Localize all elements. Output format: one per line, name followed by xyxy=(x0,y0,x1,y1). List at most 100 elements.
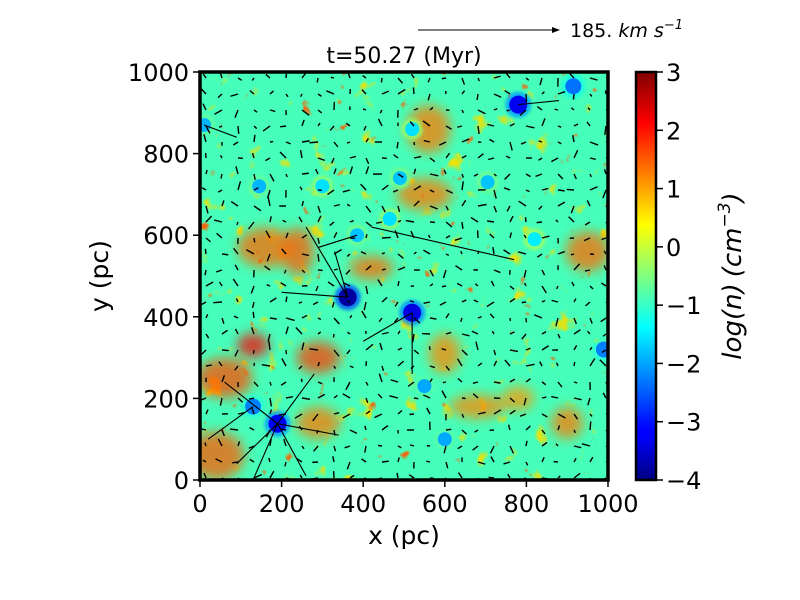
velocity-vector xyxy=(362,312,413,342)
velocity-vector xyxy=(235,298,239,303)
velocity-vector xyxy=(389,395,399,399)
velocity-vector xyxy=(477,125,480,135)
velocity-vector xyxy=(237,397,244,403)
velocity-vector xyxy=(215,458,223,463)
velocity-vector xyxy=(455,265,463,271)
velocity-vector xyxy=(279,151,287,159)
colorbar-tick-label: 1 xyxy=(666,176,681,204)
velocity-vector xyxy=(429,173,439,177)
velocity-vector xyxy=(201,187,207,191)
velocity-vector xyxy=(541,299,546,303)
velocity-vector xyxy=(445,205,449,211)
velocity-vector xyxy=(472,381,479,384)
velocity-vector xyxy=(249,90,255,95)
velocity-vector xyxy=(349,474,355,479)
low-density-bubble xyxy=(388,167,411,190)
velocity-vector xyxy=(284,461,287,467)
velocity-vector xyxy=(282,219,287,223)
velocity-vector xyxy=(298,301,303,304)
velocity-vector xyxy=(525,77,530,81)
velocity-vector xyxy=(317,381,323,385)
velocity-vector xyxy=(541,396,547,399)
x-tick-label: 400 xyxy=(340,490,386,518)
velocity-vector xyxy=(407,381,415,387)
velocity-vector xyxy=(493,173,497,177)
velocity-vector xyxy=(503,249,511,255)
velocity-vector xyxy=(250,285,255,294)
velocity-vector xyxy=(460,317,463,323)
velocity-vector xyxy=(285,317,295,322)
velocity-vector xyxy=(334,251,349,298)
velocity-vector xyxy=(521,301,527,304)
velocity-vector xyxy=(586,200,591,207)
velocity-vector xyxy=(461,138,470,143)
velocity-vector xyxy=(301,72,307,79)
velocity-vector xyxy=(233,315,239,319)
velocity-vector xyxy=(346,349,351,355)
velocity-vector xyxy=(249,427,255,431)
velocity-vector xyxy=(349,166,354,175)
x-axis-label: x (pc) xyxy=(368,521,440,550)
velocity-vector xyxy=(429,157,436,163)
y-tick-label: 600 xyxy=(143,222,189,250)
velocity-vector xyxy=(381,205,386,213)
velocity-vector xyxy=(409,121,415,127)
velocity-vector xyxy=(470,216,479,223)
dense-filament-texture xyxy=(200,72,608,480)
velocity-vector xyxy=(504,89,511,95)
velocity-vector xyxy=(427,77,431,83)
velocity-vector xyxy=(601,282,607,287)
velocity-vector xyxy=(488,476,495,479)
velocity-vector xyxy=(253,173,256,180)
velocity-vector xyxy=(344,445,351,449)
velocity-vector xyxy=(413,168,417,175)
velocity-vector xyxy=(509,409,516,415)
velocity-vector xyxy=(493,360,498,367)
velocity-vector xyxy=(441,390,447,399)
velocity-vector xyxy=(237,77,243,81)
velocity-vector xyxy=(342,189,351,193)
velocity-vector xyxy=(333,268,338,271)
velocity-vector xyxy=(429,189,435,193)
velocity-vector xyxy=(397,330,401,335)
velocity-vector xyxy=(442,269,447,279)
velocity-vector xyxy=(557,250,565,255)
chart-title: t=50.27 (Myr) xyxy=(326,44,481,69)
velocity-vector xyxy=(365,157,370,165)
velocity-vector xyxy=(397,88,406,95)
velocity-vector xyxy=(317,237,320,244)
velocity-vector xyxy=(347,72,351,79)
velocity-vector xyxy=(390,379,399,383)
velocity-vector xyxy=(589,157,596,160)
velocity-vector xyxy=(205,169,208,175)
velocity-vector xyxy=(360,183,367,191)
velocity-vector xyxy=(262,125,271,132)
velocity-vector xyxy=(317,253,320,262)
velocity-vector xyxy=(573,123,579,127)
velocity-vector xyxy=(233,247,239,255)
y-tick-label: 200 xyxy=(143,385,189,413)
velocity-vector xyxy=(317,361,321,367)
low-density-bubble xyxy=(311,175,334,198)
velocity-vector xyxy=(301,200,305,207)
velocity-vector xyxy=(247,221,255,230)
velocity-vector xyxy=(203,472,207,479)
velocity-vector xyxy=(413,141,416,146)
y-tick-label: 400 xyxy=(143,304,189,332)
velocity-vector xyxy=(461,349,468,356)
velocity-vector xyxy=(412,87,415,95)
velocity-vector xyxy=(301,234,308,239)
velocity-vector xyxy=(252,423,279,480)
velocity-vector xyxy=(309,348,319,351)
velocity-vector xyxy=(525,363,535,367)
velocity-vector xyxy=(551,299,559,303)
velocity-vector xyxy=(267,197,271,207)
velocity-vector xyxy=(541,91,545,95)
velocity-vector xyxy=(342,413,351,419)
velocity-vector xyxy=(489,233,495,239)
velocity-vector xyxy=(267,333,271,342)
velocity-vector xyxy=(281,248,287,255)
velocity-vector xyxy=(412,333,415,343)
velocity-vector xyxy=(205,125,211,134)
velocity-vector xyxy=(475,341,479,351)
